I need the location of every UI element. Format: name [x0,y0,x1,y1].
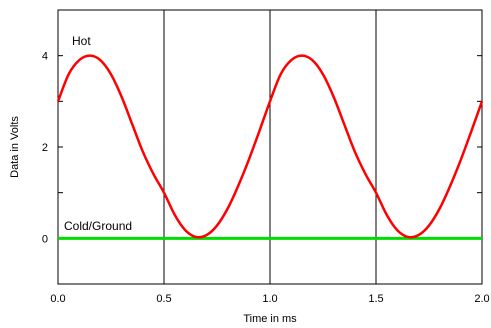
y-tick-label: 2 [42,142,48,154]
x-axis: 0.0 0.5 1.0 1.5 2.0 [50,279,490,305]
series-label-hot: Hot [72,34,91,48]
x-tick-label: 0.0 [50,293,65,305]
series-label-cold-ground: Cold/Ground [64,219,132,233]
x-tick-label: 2.0 [474,293,489,305]
x-tick-label: 0.5 [156,293,171,305]
series-line-hot [56,54,484,239]
series-layer [56,54,484,240]
y-axis-title: Data in Volts [9,116,21,178]
x-tick-label: 1.0 [262,293,277,305]
y-tick-label: 4 [42,51,48,63]
x-axis-title: Time in ms [243,313,297,325]
y-tick-label: 0 [42,233,48,245]
x-tick-label: 1.5 [368,293,383,305]
